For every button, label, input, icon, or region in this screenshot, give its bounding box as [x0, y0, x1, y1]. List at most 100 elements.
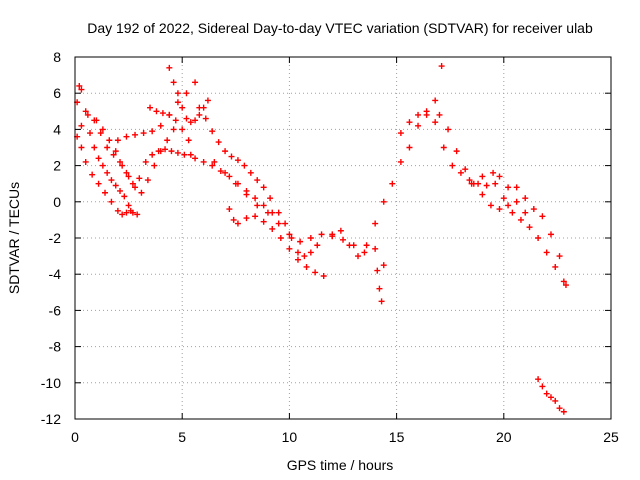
data-point: [153, 108, 160, 115]
data-point: [318, 231, 325, 238]
data-point: [187, 151, 194, 158]
data-point: [147, 104, 154, 111]
data-point: [547, 394, 554, 401]
data-point: [490, 169, 497, 176]
data-point: [397, 158, 404, 165]
y-tick-label: 6: [53, 85, 61, 101]
data-point: [560, 278, 567, 285]
data-point: [552, 397, 559, 404]
data-point: [132, 184, 139, 191]
series-arc-m: [329, 63, 445, 260]
data-point: [307, 249, 314, 256]
data-point: [267, 195, 274, 202]
data-point: [252, 213, 259, 220]
data-point: [174, 149, 181, 156]
y-tick-label: 8: [53, 49, 61, 65]
data-point: [522, 195, 529, 202]
data-point: [192, 155, 199, 162]
y-tick-label: -6: [49, 302, 62, 318]
y-tick-label: -4: [49, 266, 62, 282]
data-point: [361, 249, 368, 256]
data-point: [346, 242, 353, 249]
data-point: [170, 79, 177, 86]
data-point: [275, 209, 282, 216]
y-tick-label: -12: [41, 411, 61, 427]
data-point: [99, 126, 106, 133]
series-arc-r: [535, 376, 567, 415]
data-point: [89, 171, 96, 178]
y-tick-label: 0: [53, 194, 61, 210]
data-point: [552, 263, 559, 270]
data-point: [110, 151, 117, 158]
data-points: [74, 63, 569, 415]
data-point: [340, 236, 346, 243]
data-point: [556, 405, 563, 412]
data-point: [380, 198, 387, 205]
data-point: [149, 151, 156, 158]
data-point: [204, 97, 211, 104]
data-point: [97, 130, 104, 137]
series-arc-k: [226, 206, 327, 280]
y-tick-label: -8: [49, 339, 62, 355]
data-point: [168, 148, 175, 155]
series-arc-a: [74, 82, 141, 218]
data-point: [166, 111, 173, 118]
data-point: [170, 126, 177, 133]
data-point: [142, 158, 149, 165]
series-arc-q: [468, 169, 529, 216]
data-point: [406, 119, 413, 126]
data-point: [192, 79, 199, 86]
data-point: [243, 215, 250, 222]
data-point: [112, 182, 119, 189]
data-point: [159, 110, 166, 117]
data-point: [243, 191, 250, 198]
data-point: [121, 193, 128, 200]
data-point: [539, 383, 546, 390]
data-point: [260, 218, 267, 225]
data-point: [260, 202, 267, 209]
data-point: [138, 189, 145, 196]
data-point: [462, 166, 469, 173]
data-point: [78, 86, 85, 93]
y-tick-label: -2: [49, 230, 62, 246]
data-point: [355, 253, 362, 260]
data-point: [530, 206, 537, 213]
series-arc-p: [436, 111, 569, 289]
data-point: [82, 108, 89, 115]
data-point: [307, 235, 314, 241]
data-point: [254, 177, 261, 184]
data-point: [449, 162, 456, 169]
data-point: [119, 211, 126, 218]
x-tick-label: 20: [496, 429, 512, 445]
data-point: [232, 180, 239, 187]
data-point: [556, 253, 563, 260]
data-point: [505, 184, 512, 191]
data-point: [179, 104, 186, 111]
data-point: [157, 122, 164, 129]
data-point: [78, 144, 85, 151]
data-point: [192, 117, 199, 124]
data-point: [535, 235, 542, 241]
data-point: [260, 184, 267, 191]
data-point: [108, 198, 115, 205]
data-point: [125, 173, 132, 180]
data-point: [149, 128, 156, 135]
data-point: [222, 148, 229, 155]
data-point: [492, 180, 499, 187]
data-point: [157, 148, 164, 155]
series-arc-c: [78, 111, 194, 187]
data-point: [303, 263, 310, 270]
data-point: [562, 282, 569, 289]
data-point: [372, 245, 379, 252]
data-point: [144, 177, 151, 184]
data-point: [487, 202, 494, 209]
x-axis-label: GPS time / hours: [287, 457, 394, 473]
data-point: [294, 256, 301, 263]
data-point: [415, 111, 422, 118]
data-point: [104, 169, 111, 176]
series-arc-f: [166, 64, 211, 126]
data-point: [134, 211, 141, 218]
data-point: [226, 206, 233, 213]
data-point: [397, 130, 404, 137]
axis-ticks: [74, 56, 612, 420]
